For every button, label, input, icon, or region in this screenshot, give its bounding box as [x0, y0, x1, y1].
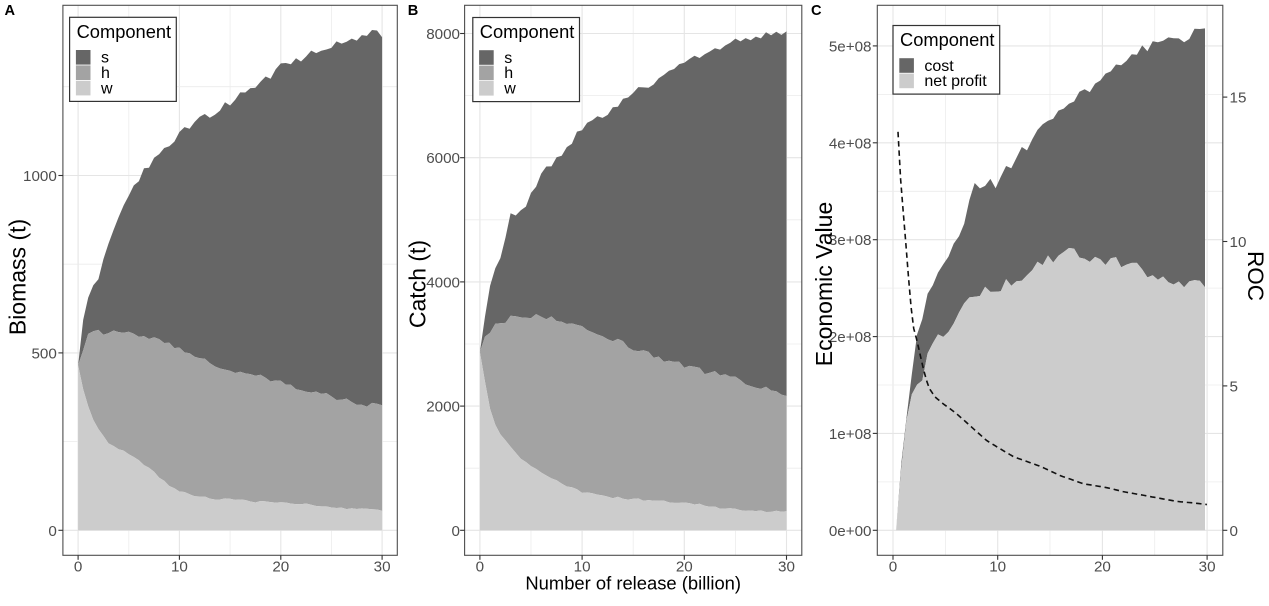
svg-text:30: 30: [374, 559, 391, 576]
svg-text:s: s: [504, 50, 512, 67]
svg-text:30: 30: [778, 559, 795, 576]
svg-text:Economic Value: Economic Value: [811, 202, 837, 367]
svg-text:Component: Component: [480, 21, 575, 42]
svg-text:ROC: ROC: [1243, 251, 1268, 301]
svg-text:Number of release (billion): Number of release (billion): [525, 573, 741, 594]
svg-text:Component: Component: [77, 21, 172, 42]
svg-text:0: 0: [74, 559, 82, 576]
svg-text:0: 0: [1230, 523, 1238, 540]
svg-text:w: w: [100, 80, 113, 97]
svg-text:0: 0: [48, 523, 56, 540]
svg-text:3e+08: 3e+08: [829, 232, 872, 249]
svg-text:10: 10: [574, 559, 591, 576]
svg-text:4e+08: 4e+08: [829, 135, 872, 152]
svg-text:8000: 8000: [426, 26, 460, 43]
svg-text:2000: 2000: [426, 399, 460, 416]
svg-text:30: 30: [1199, 559, 1216, 576]
svg-text:A: A: [5, 3, 16, 19]
svg-text:w: w: [503, 81, 516, 98]
svg-text:1e+08: 1e+08: [829, 426, 872, 443]
svg-text:s: s: [101, 50, 109, 67]
svg-text:10: 10: [171, 559, 188, 576]
svg-text:Biomass (t): Biomass (t): [5, 219, 31, 335]
svg-text:cost: cost: [924, 58, 954, 75]
svg-text:2e+08: 2e+08: [829, 329, 872, 346]
svg-text:4000: 4000: [426, 274, 460, 291]
svg-text:20: 20: [272, 559, 289, 576]
svg-text:0: 0: [476, 559, 484, 576]
svg-text:0: 0: [452, 523, 460, 540]
svg-text:Component: Component: [900, 29, 995, 50]
svg-text:Catch (t): Catch (t): [405, 240, 431, 328]
svg-text:10: 10: [989, 559, 1006, 576]
svg-text:net profit: net profit: [924, 73, 987, 90]
svg-text:h: h: [504, 65, 513, 82]
svg-text:0e+00: 0e+00: [829, 523, 872, 540]
svg-text:B: B: [408, 3, 419, 19]
svg-text:5e+08: 5e+08: [829, 38, 872, 55]
svg-text:0: 0: [889, 559, 897, 576]
svg-text:15: 15: [1230, 90, 1247, 107]
svg-text:20: 20: [1094, 559, 1111, 576]
svg-text:20: 20: [676, 559, 693, 576]
svg-text:500: 500: [31, 345, 56, 362]
svg-text:5: 5: [1230, 378, 1238, 395]
svg-text:10: 10: [1230, 234, 1247, 251]
svg-text:C: C: [811, 3, 822, 19]
svg-text:h: h: [101, 65, 110, 82]
svg-text:6000: 6000: [426, 150, 460, 167]
svg-text:1000: 1000: [23, 168, 57, 185]
